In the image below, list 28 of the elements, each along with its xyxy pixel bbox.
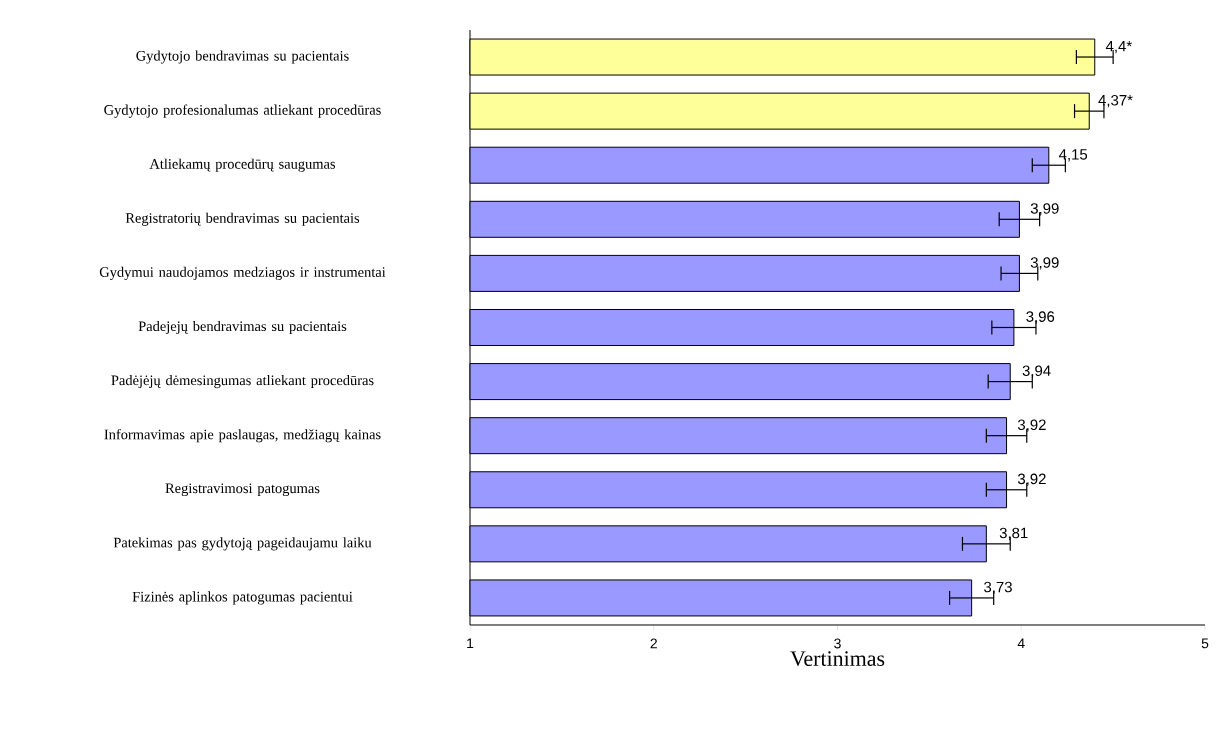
x-tick-label: 4 xyxy=(1017,638,1025,649)
y-tick-label: Gydytojo bendravimas su pacientais xyxy=(136,50,349,64)
x-axis-title: Vertinimas xyxy=(790,651,885,667)
y-tick-label: Padejejų bendravimas su pacientais xyxy=(138,320,347,335)
x-tick-label: 1 xyxy=(467,638,474,649)
data-label: 3,92 xyxy=(1017,419,1046,432)
y-tick-label: Gydymui naudojamos medziagos ir instrumentai xyxy=(99,266,386,280)
y-tick-label: Informavimas apie paslaugas, medžiagų kainas xyxy=(104,429,381,443)
y-tick-label: Padėjėjų dėmesingumas atliekant procedūras xyxy=(111,375,374,389)
x-tick-label: 2 xyxy=(650,638,657,649)
data-label: 3,99 xyxy=(1030,257,1059,270)
y-tick-label: Registratorių bendravimas su pacientais xyxy=(125,212,360,226)
data-label: 3,94 xyxy=(1022,365,1051,378)
data-label: 4,4* xyxy=(1105,41,1132,54)
x-tick-label: 5 xyxy=(1201,638,1209,649)
data-label: 3,92 xyxy=(1017,473,1046,486)
data-label: 3,81 xyxy=(999,527,1028,541)
data-label: 3,73 xyxy=(984,581,1012,595)
y-tick-label: Gydytojo profesionalumas atliekant procedūras xyxy=(104,104,381,118)
y-tick-label: Fizinės aplinkos patogumas pacientui xyxy=(132,591,353,605)
data-label: 3,99 xyxy=(1030,203,1059,216)
data-label: 4,15 xyxy=(1058,149,1088,162)
y-tick-label: Atliekamų procedūrų saugumas xyxy=(149,158,336,172)
y-tick-label: Registravimosi patogumas xyxy=(165,483,320,497)
data-label: 3,96 xyxy=(1026,311,1055,324)
x-tick-label: 3 xyxy=(834,638,841,649)
data-label: 4,37* xyxy=(1098,94,1133,108)
y-tick-label: Patekimas pas gydytoją pageidaujamu laiku xyxy=(113,537,372,551)
